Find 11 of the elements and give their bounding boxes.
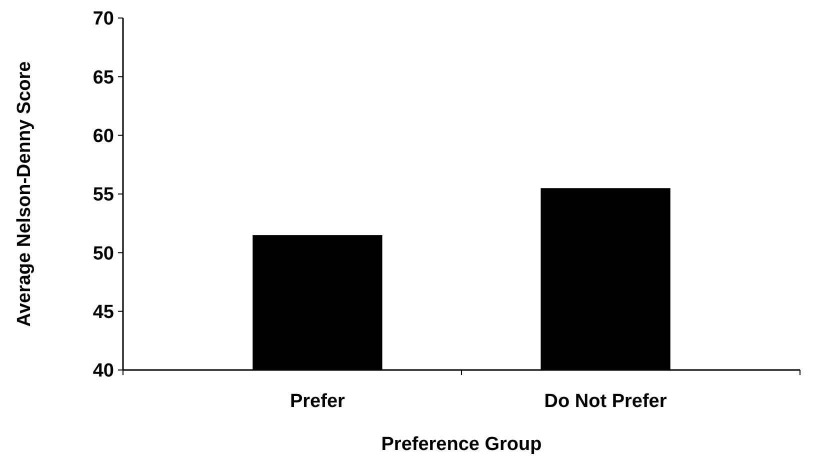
y-tick-label: 70 bbox=[92, 8, 114, 30]
y-axis-title: Average Nelson-Denny Score bbox=[14, 61, 35, 327]
x-tick-label: Do Not Prefer bbox=[544, 391, 668, 412]
y-tick-label: 50 bbox=[92, 243, 114, 264]
x-axis-title: Preference Group bbox=[381, 434, 542, 455]
y-tick-label: 40 bbox=[92, 360, 114, 382]
y-tick-label: 65 bbox=[92, 67, 114, 88]
y-tick-label: 55 bbox=[92, 184, 114, 206]
y-tick-label: 45 bbox=[92, 302, 114, 323]
x-tick-label: Prefer bbox=[290, 391, 346, 412]
y-tick-label: 60 bbox=[92, 126, 114, 147]
